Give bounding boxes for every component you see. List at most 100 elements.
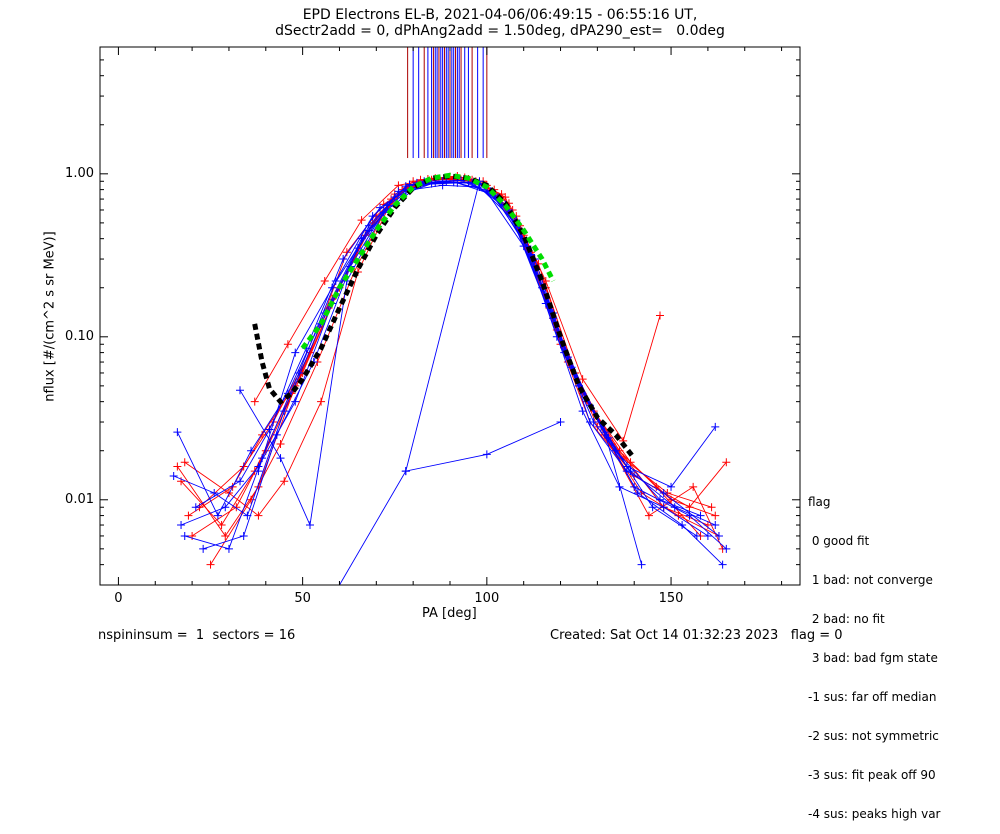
data-point (177, 521, 186, 530)
data-point (368, 212, 377, 221)
data-point (696, 511, 705, 520)
legend-entry: -2 sus: not symmetric (808, 729, 939, 743)
data-point (331, 276, 340, 285)
data-point (199, 544, 208, 553)
x-axis-label: PA [deg] (422, 606, 477, 621)
data-point (637, 560, 646, 569)
vertical-lines-layer (407, 47, 488, 159)
data-point (217, 521, 226, 530)
legend-entry: 3 bad: bad fgm state (808, 651, 938, 665)
chart-svg (99, 46, 801, 586)
data-point (258, 430, 267, 439)
data-point (714, 531, 723, 540)
data-point (578, 407, 587, 416)
data-point (280, 477, 289, 486)
data-point (180, 531, 189, 540)
data-point (633, 489, 642, 498)
legend-entry: 1 bad: not converge (808, 573, 933, 587)
data-point (630, 482, 639, 491)
data-point (707, 503, 716, 512)
legend-header: flag (808, 495, 831, 509)
data-point (177, 477, 186, 486)
data-point (438, 181, 447, 190)
data-point (711, 422, 720, 431)
footer-left: nspininsum = 1 sectors = 16 (98, 628, 296, 643)
data-point (328, 283, 337, 292)
data-point (718, 560, 727, 569)
data-point (213, 511, 222, 520)
series-line-11 (195, 181, 723, 565)
data-point (265, 425, 274, 434)
data-point (184, 511, 193, 520)
data-point (254, 467, 263, 476)
fit-curve-green (300, 172, 556, 350)
data-point (656, 495, 664, 504)
data-point (722, 458, 731, 467)
data-point (376, 203, 384, 212)
series-line-0 (184, 178, 720, 537)
data-point (364, 226, 373, 235)
data-point (556, 418, 565, 427)
data-point (317, 397, 326, 406)
x-tick-label: 50 (294, 591, 311, 606)
data-point (659, 503, 668, 512)
data-point (722, 544, 731, 553)
data-point (250, 397, 259, 406)
y-tick-label: 0.10 (65, 328, 94, 344)
data-point (519, 242, 528, 251)
series-line-4 (188, 177, 716, 517)
series-line-1 (191, 176, 727, 537)
data-point (276, 439, 285, 448)
data-point (578, 375, 587, 384)
data-point (210, 489, 219, 498)
data-point (379, 208, 388, 217)
data-point (224, 544, 233, 553)
chart-subtitle: dSectr2add = 0, dPhAng2add = 1.50deg, dP… (275, 23, 725, 39)
data-point (711, 511, 720, 520)
series-line-7 (254, 177, 661, 442)
legend-entry: -4 sus: peaks high var (808, 807, 941, 821)
data-point (586, 418, 594, 427)
data-point (711, 521, 720, 530)
data-point (276, 454, 285, 463)
data-point (180, 458, 189, 467)
data-point (692, 531, 701, 540)
data-point (541, 276, 550, 285)
x-tick-label: 150 (658, 591, 684, 606)
data-point (383, 201, 392, 210)
x-tick-label: 100 (474, 591, 500, 606)
data-point (405, 180, 414, 189)
data-point (206, 560, 215, 569)
legend: flag 0 good fit 1 bad: not converge 2 ba… (808, 470, 940, 834)
data-point (342, 248, 351, 257)
data-point (320, 276, 329, 285)
data-point (173, 428, 182, 437)
data-point (357, 216, 366, 225)
data-point (401, 467, 410, 476)
data-point (188, 531, 197, 540)
data-point (703, 531, 712, 540)
data-point (339, 255, 348, 264)
data-point (291, 348, 300, 357)
data-point (656, 311, 664, 320)
data-point (239, 531, 248, 540)
y-tick-label: 1.00 (65, 165, 94, 181)
data-point (191, 503, 200, 512)
series-line-14 (257, 184, 720, 537)
data-point (232, 503, 241, 512)
y-axis-label: nflux [#/(cm^2 s sr MeV)] (42, 231, 58, 402)
fit-curves-layer (252, 172, 637, 460)
legend-entry: 0 good fit (808, 534, 870, 548)
chart-title: EPD Electrons EL-B, 2021-04-06/06:49:15 … (302, 7, 698, 23)
data-point (685, 511, 694, 520)
data-point (648, 503, 657, 512)
series-line-13 (203, 180, 698, 550)
data-point (689, 482, 698, 491)
data-point (221, 531, 230, 540)
series-line-17 (405, 180, 727, 550)
data-point (600, 428, 609, 437)
data-point (173, 462, 182, 471)
series-line-5 (210, 177, 701, 565)
data-point (169, 471, 178, 480)
legend-entry: 2 bad: no fit (808, 612, 885, 626)
